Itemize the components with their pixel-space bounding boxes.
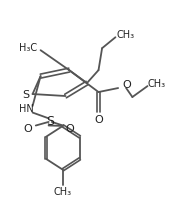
Text: H₃C: H₃C [19,43,37,53]
Text: HN: HN [19,104,34,114]
Text: CH₃: CH₃ [147,79,165,89]
Text: O: O [24,124,33,135]
Text: S: S [46,115,54,128]
Text: O: O [94,115,103,124]
Text: O: O [123,80,131,90]
Text: O: O [65,124,74,135]
Text: S: S [22,90,29,100]
Text: CH₃: CH₃ [54,187,72,197]
Text: CH₃: CH₃ [116,30,134,40]
